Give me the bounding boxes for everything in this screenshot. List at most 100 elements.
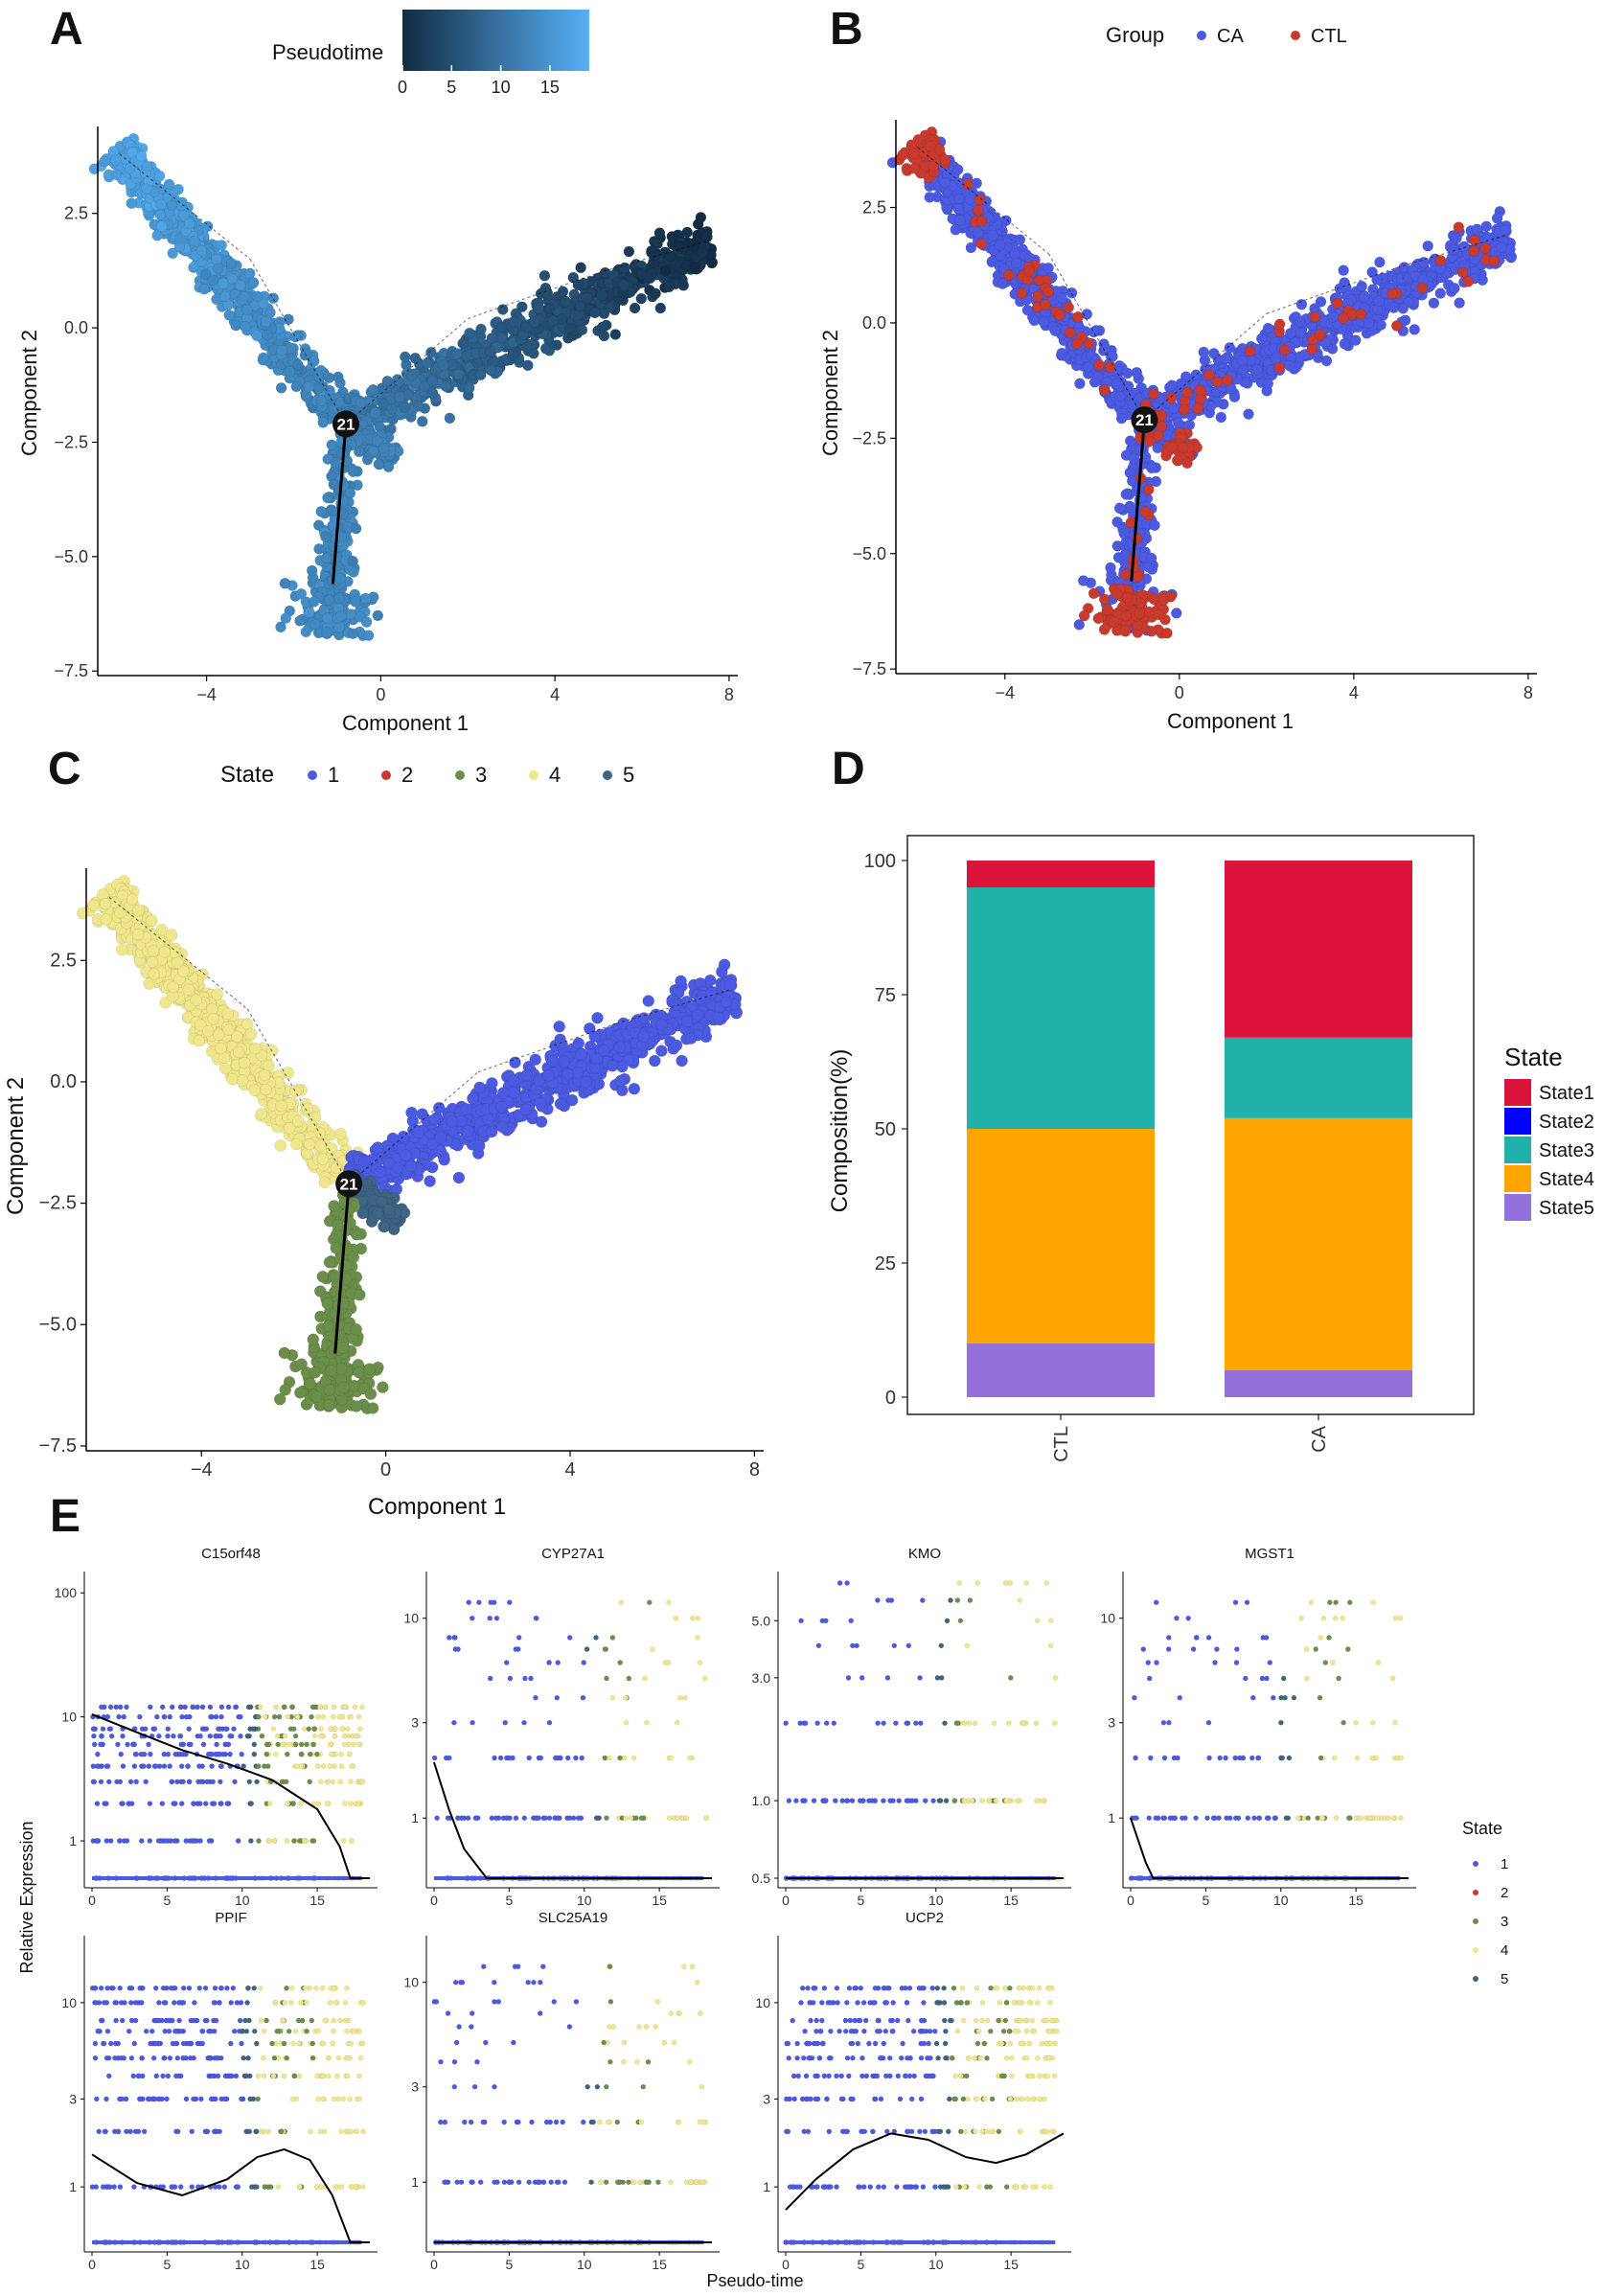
panel-a-legend-title: Pseudotime [272,40,383,64]
cell-point [575,262,586,273]
cell-point [1153,429,1164,442]
cell-point [1128,453,1140,465]
cell-point [1134,608,1145,619]
cell-point [1339,338,1351,350]
cell-point [1222,375,1233,386]
panel-b-legend-title: Group [1106,23,1164,47]
cell-point [163,178,175,191]
cell-point [1262,322,1274,334]
cell-point [597,321,608,333]
cell-point [116,943,128,956]
cell-point [609,329,621,340]
cell-point [1203,369,1215,380]
cell-point [1115,412,1128,425]
cell-point [1338,312,1349,324]
cell-point [320,531,332,542]
cell-point [154,209,166,221]
cell-point [939,177,951,189]
cell-point [623,245,635,258]
cell-point [495,321,507,333]
cell-point [241,304,253,316]
y-tick-label: −7.5 [852,659,886,678]
cell-point [554,1097,567,1111]
legend-swatch [1291,31,1300,40]
cell-point [110,154,122,166]
cell-point [987,229,998,241]
cell-point [1211,376,1224,388]
cell-point [1243,408,1254,420]
cell-point [291,1114,305,1128]
cell-point [1391,320,1403,332]
cell-point [1285,328,1296,339]
cell-point [589,307,601,319]
cell-point [367,384,379,396]
cell-point [422,357,433,369]
cell-point [317,417,329,428]
cell-point [1118,528,1130,540]
cell-point [226,273,239,285]
cell-point [924,192,935,203]
cell-point [635,268,648,280]
cell-point [289,1085,302,1098]
cell-point [1092,612,1104,625]
cell-point [211,988,223,1000]
cell-point [1009,248,1020,260]
cell-point [1104,361,1116,373]
cell-point [547,314,559,327]
cell-point [452,1171,466,1184]
cell-point [230,319,241,332]
cell-point [1422,241,1433,252]
cell-point [908,148,920,159]
cell-point [252,290,264,302]
cell-point [280,612,291,624]
cell-point [485,364,496,377]
cell-point [516,301,528,312]
cell-point [294,615,306,627]
cell-point [190,994,202,1006]
cell-point [315,506,327,517]
cell-point [1120,489,1132,500]
cell-point [146,914,158,927]
cell-point [1192,402,1203,414]
cell-point [973,204,984,217]
cell-point [251,330,263,341]
cell-point [1099,593,1111,606]
cell-point [964,194,976,205]
cell-point [1133,571,1144,583]
cell-point [522,359,534,371]
cell-point [1371,274,1383,286]
cell-point [225,258,238,269]
cell-point [184,218,195,230]
cell-point [334,1128,347,1140]
cell-point [1315,296,1327,308]
cell-point [195,245,208,257]
cell-point [1338,264,1349,276]
cell-point [177,965,190,977]
cell-point [370,407,381,419]
cell-point [1327,311,1340,323]
cell-point [405,370,418,381]
cell-point [1122,591,1134,604]
cell-point [451,348,463,359]
cell-point [596,289,607,301]
panel-letter-b: B [830,4,863,55]
cell-point [172,183,184,195]
cell-point [1159,613,1171,626]
cell-point [1171,608,1182,619]
cell-point [240,321,251,333]
branch-point-label: 21 [1135,411,1154,429]
cell-point [424,1175,436,1187]
cell-point [1454,297,1465,309]
cell-point [1093,359,1106,371]
cell-point [1256,333,1268,345]
cell-point [1194,384,1205,396]
cell-point [417,416,428,427]
colorbar-tick-label: 10 [492,78,511,97]
cell-point [198,283,210,295]
x-tick-label: 4 [550,685,560,704]
cell-point [1500,224,1511,236]
cell-point [1181,457,1193,469]
cell-point [332,371,344,383]
cell-point [1387,302,1400,313]
